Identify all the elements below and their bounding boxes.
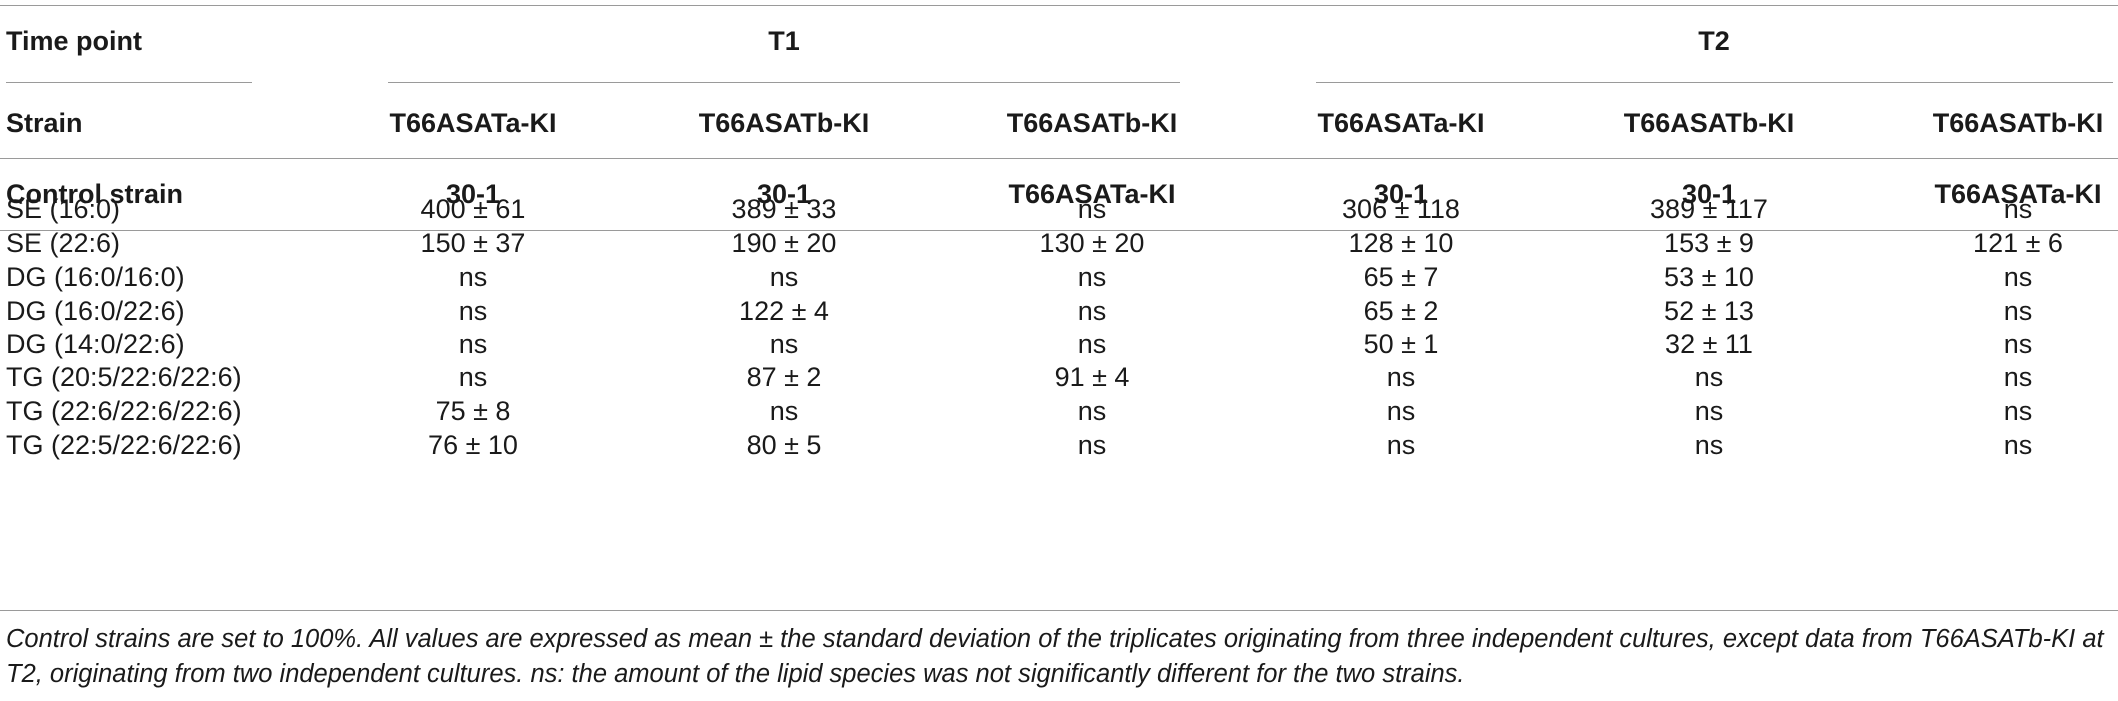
- rule-t2-span: [1316, 82, 2113, 83]
- cell: ns: [458, 296, 488, 326]
- row-label: TG (22:5/22:6/22:6): [6, 430, 242, 460]
- cell: ns: [2003, 430, 2033, 460]
- row-label: TG (22:6/22:6/22:6): [6, 396, 242, 426]
- strain-header: Strain: [6, 108, 83, 138]
- strain-col-1: T66ASATa-KI: [389, 108, 557, 138]
- cell: ns: [1077, 329, 1107, 359]
- row-label: DG (16:0/22:6): [6, 296, 185, 326]
- cell: ns: [1077, 396, 1107, 426]
- cell: 128 ± 10: [1348, 228, 1454, 258]
- control-col-2: 30-1: [756, 179, 812, 209]
- row-label: TG (20:5/22:6/22:6): [6, 362, 242, 392]
- control-col-3: T66ASATa-KI: [1008, 179, 1176, 209]
- cell: ns: [1386, 430, 1416, 460]
- cell: 190 ± 20: [731, 228, 837, 258]
- control-col-5: 30-1: [1681, 179, 1737, 209]
- cell: 32 ± 11: [1665, 329, 1753, 359]
- cell: ns: [1694, 396, 1724, 426]
- rule-after-control: [0, 230, 2118, 231]
- row-label: SE (22:6): [6, 228, 121, 258]
- table-footnote: Control strains are set to 100%. All val…: [6, 625, 2104, 688]
- cell: ns: [2003, 296, 2033, 326]
- rule-after-strain: [0, 158, 2118, 159]
- cell: 53 ± 10: [1664, 262, 1754, 292]
- cell: 389 ± 117: [1650, 194, 1768, 224]
- cell: ns: [1386, 362, 1416, 392]
- cell: ns: [769, 262, 799, 292]
- cell: ns: [1386, 396, 1416, 426]
- row-label: DG (16:0/16:0): [6, 262, 185, 292]
- cell: ns: [1077, 194, 1107, 224]
- cell: ns: [1694, 362, 1724, 392]
- control-strain-header: Control strain: [6, 179, 184, 209]
- cell: ns: [769, 329, 799, 359]
- cell: 50 ± 1: [1363, 329, 1439, 359]
- strain-col-4: T66ASATa-KI: [1317, 108, 1485, 138]
- rule-bottom: [0, 610, 2118, 611]
- control-col-6: T66ASATa-KI: [1934, 179, 2102, 209]
- cell: ns: [1077, 262, 1107, 292]
- cell: 65 ± 2: [1363, 296, 1439, 326]
- cell: ns: [458, 329, 488, 359]
- cell: ns: [769, 396, 799, 426]
- cell: 65 ± 7: [1363, 262, 1439, 292]
- cell: 75 ± 8: [435, 396, 511, 426]
- t1-header: T1: [768, 26, 800, 56]
- cell: 150 ± 37: [420, 228, 526, 258]
- cell: 80 ± 5: [746, 430, 822, 460]
- control-col-1: 30-1: [445, 179, 501, 209]
- control-col-4: 30-1: [1373, 179, 1429, 209]
- rule-timepoint-underline: [6, 82, 252, 83]
- cell: 153 ± 9: [1664, 228, 1754, 258]
- cell: 400 ± 61: [420, 194, 526, 224]
- cell: 389 ± 33: [731, 194, 837, 224]
- cell: 91 ± 4: [1054, 362, 1130, 392]
- row-label: DG (14:0/22:6): [6, 329, 185, 359]
- cell: 76 ± 10: [428, 430, 518, 460]
- cell: 130 ± 20: [1039, 228, 1145, 258]
- cell: 306 ± 118: [1342, 194, 1460, 224]
- strain-col-3: T66ASATb-KI: [1006, 108, 1178, 138]
- cell: 122 ± 4: [739, 296, 829, 326]
- cell: ns: [1077, 296, 1107, 326]
- strain-col-2: T66ASATb-KI: [698, 108, 870, 138]
- rule-top: [0, 5, 2118, 6]
- cell: ns: [458, 362, 488, 392]
- t2-header: T2: [1698, 26, 1730, 56]
- cell: ns: [2003, 194, 2033, 224]
- cell: ns: [2003, 329, 2033, 359]
- cell: ns: [2003, 396, 2033, 426]
- strain-col-5: T66ASATb-KI: [1623, 108, 1795, 138]
- cell: ns: [458, 262, 488, 292]
- rule-t1-span: [388, 82, 1180, 83]
- time-point-header: Time point: [6, 26, 143, 56]
- row-label: SE (16:0): [6, 194, 121, 224]
- cell: ns: [1694, 430, 1724, 460]
- cell: 52 ± 13: [1664, 296, 1754, 326]
- strain-col-6: T66ASATb-KI: [1932, 108, 2104, 138]
- cell: ns: [2003, 262, 2033, 292]
- cell: 121 ± 6: [1973, 228, 2063, 258]
- cell: 87 ± 2: [746, 362, 822, 392]
- cell: ns: [1077, 430, 1107, 460]
- cell: ns: [2003, 362, 2033, 392]
